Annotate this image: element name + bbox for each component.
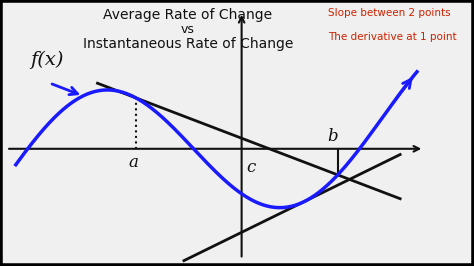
Text: vs: vs: [181, 23, 195, 36]
Text: Average Rate of Change: Average Rate of Change: [103, 8, 273, 22]
Text: c: c: [246, 160, 256, 176]
Text: Slope between 2 points: Slope between 2 points: [328, 8, 451, 18]
Text: f(x): f(x): [30, 50, 64, 69]
Text: b: b: [328, 128, 338, 145]
Text: a: a: [128, 154, 138, 171]
Text: Instantaneous Rate of Change: Instantaneous Rate of Change: [82, 37, 293, 51]
Text: The derivative at 1 point: The derivative at 1 point: [328, 32, 457, 42]
